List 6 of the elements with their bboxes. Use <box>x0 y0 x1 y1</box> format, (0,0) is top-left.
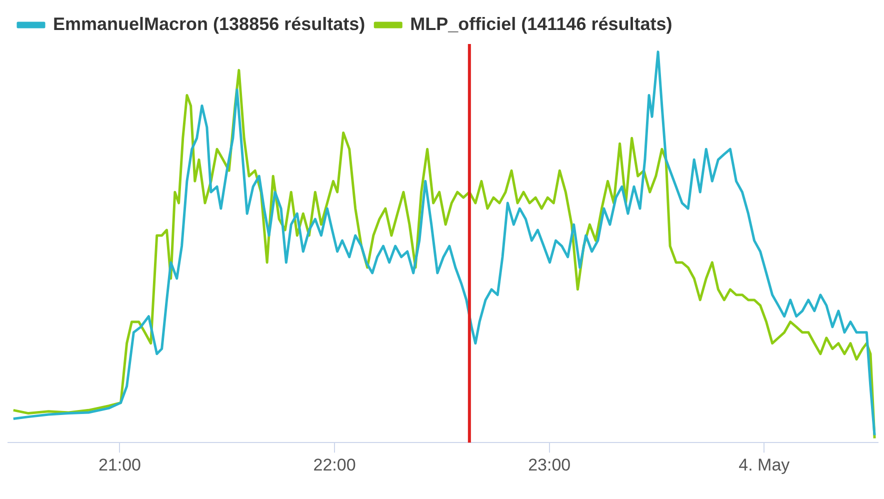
x-tick-label: 23:00 <box>528 455 571 474</box>
legend-label: EmmanuelMacron (138856 résultats) <box>53 14 366 34</box>
legend-label: MLP_officiel (141146 résultats) <box>410 14 672 34</box>
x-tick-label: 22:00 <box>313 455 356 474</box>
x-tick-label: 4. May <box>738 455 790 474</box>
x-tick-label: 21:00 <box>98 455 141 474</box>
